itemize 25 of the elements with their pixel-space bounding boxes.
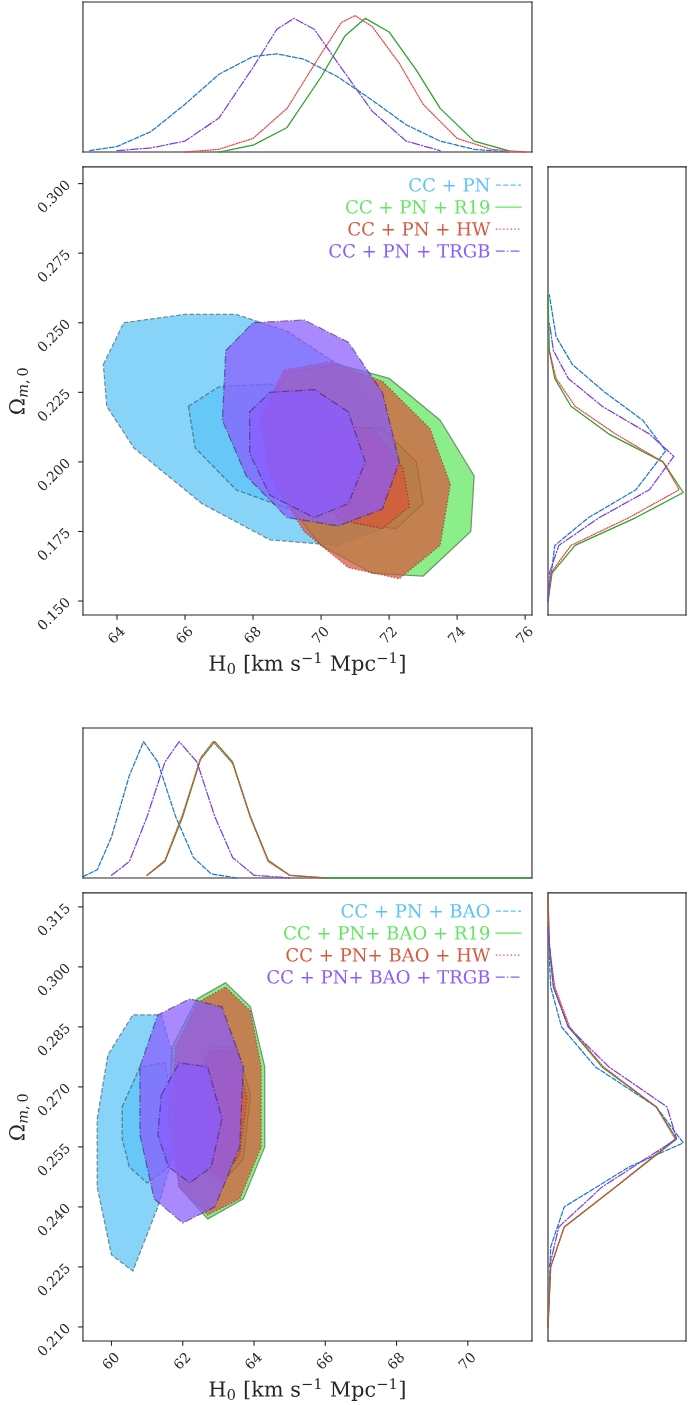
legend-label: CC + PN+ BAO + R19 <box>284 926 490 940</box>
y-axis-title: Ω$_{m,0}$ <box>9 368 30 414</box>
x-tick-label: 62 <box>172 1351 191 1371</box>
x-tick-label: 66 <box>315 1351 334 1371</box>
x-tick-label: 64 <box>243 1351 263 1371</box>
x-tick-label: 64 <box>106 625 126 645</box>
legend-label: CC + PN + HW <box>348 222 491 236</box>
legend-label: CC + PN + BAO <box>341 904 490 918</box>
legend-label: CC + PN <box>409 178 490 192</box>
legend-label: CC + PN + TRGB <box>329 244 490 258</box>
x-tick-label: 66 <box>174 625 194 645</box>
legend-label: CC + PN+ BAO + HW <box>286 948 491 962</box>
x-axis-title: H$_{0}$ [km s$^{−1}$ Mpc$^{−1}$] <box>209 1378 405 1401</box>
x-tick-label: 74 <box>447 625 466 644</box>
x-axis-title: H$_{0}$ [km s$^{−1}$ Mpc$^{−1}$] <box>209 652 405 675</box>
x-tick-label: 70 <box>311 625 330 644</box>
y-axis-title: Ω$_{m,0}$ <box>9 1094 30 1140</box>
x-tick-label: 72 <box>379 625 398 644</box>
x-tick-label: 76 <box>515 625 534 644</box>
x-tick-label: 68 <box>386 1351 405 1371</box>
x-tick-label: 60 <box>101 1351 120 1371</box>
legend-label: CC + PN + R19 <box>346 200 490 214</box>
x-tick-label: 70 <box>457 1351 477 1370</box>
legend-label: CC + PN+ BAO + TRGB <box>267 969 490 984</box>
x-tick-label: 68 <box>242 625 262 645</box>
